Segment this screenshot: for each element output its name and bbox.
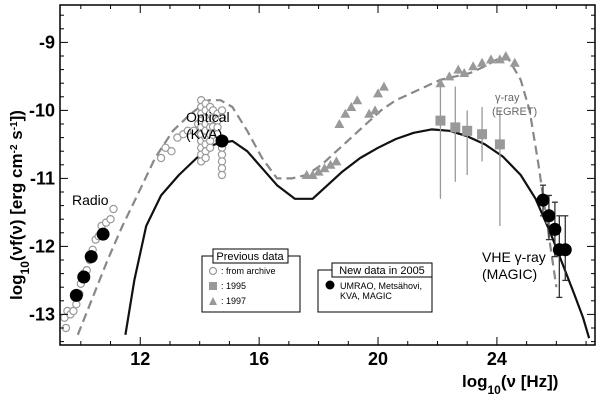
legend-new-label-line2: KVA, MAGIC bbox=[340, 291, 392, 301]
archive-point bbox=[201, 153, 210, 163]
x-tick-label: 24 bbox=[487, 349, 507, 369]
y-tick-label: -9 bbox=[39, 32, 55, 52]
point-1997 bbox=[370, 105, 381, 115]
point-1997 bbox=[485, 54, 496, 64]
archive-point bbox=[217, 163, 227, 173]
point-1997 bbox=[373, 88, 384, 98]
point-1995 bbox=[477, 129, 488, 140]
point-1997 bbox=[334, 119, 345, 128]
annotation-vhe-sub: (MAGIC) bbox=[482, 266, 537, 282]
archive-point bbox=[69, 306, 78, 316]
y-axis-label: log10(νf(ν) [erg cm-2 s-1]) bbox=[7, 110, 32, 300]
axis-ticks: 12 16 20 24 -9 -10 -11 -12 -13 bbox=[29, 5, 595, 369]
point-2005 bbox=[77, 270, 91, 284]
point-2005 bbox=[548, 222, 562, 236]
legend-previous-title: Previous data bbox=[216, 251, 284, 263]
point-1997 bbox=[444, 71, 455, 81]
point-1997 bbox=[435, 78, 446, 88]
point-1997 bbox=[459, 68, 470, 77]
legend-new-title: New data in 2005 bbox=[339, 265, 425, 277]
y-tick-label: -11 bbox=[30, 168, 55, 188]
point-1997 bbox=[468, 61, 479, 71]
data-markers bbox=[60, 51, 572, 333]
legend-previous: Previous data : from archive : 1995 : 19… bbox=[201, 248, 301, 313]
point-1997 bbox=[325, 159, 336, 169]
legend-item-1995: : 1995 bbox=[221, 281, 246, 291]
legend-new: New data in 2005 UMRAO, Metsähovi, KVA, … bbox=[317, 262, 433, 313]
archive-point bbox=[109, 204, 118, 214]
y-tick-label: -10 bbox=[29, 100, 55, 120]
y-tick-label: -12 bbox=[29, 236, 55, 256]
annotation-radio: Radio bbox=[72, 192, 109, 208]
legend-item-archive: : from archive bbox=[221, 266, 276, 276]
model-curves bbox=[76, 58, 591, 339]
archive-point bbox=[156, 153, 166, 163]
point-2005 bbox=[96, 227, 110, 241]
archive-point bbox=[106, 214, 115, 224]
archive-point bbox=[217, 157, 227, 166]
point-1997 bbox=[319, 163, 330, 173]
x-tick-label: 20 bbox=[368, 349, 388, 369]
x-axis-label: log10(ν [Hz]) bbox=[462, 372, 558, 397]
legend-new-label-line1: UMRAO, Metsähovi, bbox=[340, 281, 422, 291]
legend-new-title-box bbox=[331, 262, 433, 278]
legend-triangle-marker bbox=[209, 297, 217, 305]
point-1995 bbox=[494, 139, 505, 150]
point-2005 bbox=[69, 288, 83, 302]
legend-item-1997: : 1997 bbox=[221, 296, 246, 306]
point-1997 bbox=[364, 108, 375, 118]
archive-point bbox=[217, 170, 227, 180]
plot-border bbox=[59, 4, 596, 346]
point-2005 bbox=[542, 209, 556, 223]
legend-open-circle-marker bbox=[208, 266, 218, 276]
annotation-optical-sub: (KVA) bbox=[186, 126, 222, 142]
legend-previous-box bbox=[201, 255, 301, 313]
point-1997 bbox=[509, 57, 520, 67]
point-1995 bbox=[450, 122, 461, 133]
model-dashed-curve bbox=[76, 58, 558, 336]
x-tick-label: 16 bbox=[249, 349, 269, 369]
archive-point bbox=[205, 143, 215, 152]
point-2005 bbox=[536, 193, 550, 207]
archive-point bbox=[167, 146, 176, 156]
archive-point bbox=[217, 150, 227, 159]
archive-point bbox=[189, 126, 198, 136]
point-1997 bbox=[494, 54, 505, 64]
annotation-gamma: γ-ray bbox=[495, 92, 520, 104]
legend-previous-title-box bbox=[212, 248, 289, 264]
point-1997 bbox=[346, 102, 357, 111]
point-1997 bbox=[352, 95, 363, 105]
plot-frame bbox=[59, 4, 596, 346]
point-2005 bbox=[558, 243, 572, 257]
point-1995 bbox=[462, 125, 473, 136]
x-tick-label: 12 bbox=[130, 349, 150, 369]
archive-point bbox=[217, 112, 227, 122]
point-1997 bbox=[313, 166, 324, 176]
point-1997 bbox=[340, 108, 351, 118]
point-1997 bbox=[500, 51, 511, 60]
point-2005 bbox=[215, 134, 229, 148]
point-1997 bbox=[331, 156, 342, 166]
annotation-gamma-sub: (EGRET) bbox=[492, 106, 537, 118]
point-1997 bbox=[378, 81, 389, 91]
legend-filled-circle-marker bbox=[325, 280, 335, 290]
point-1997 bbox=[453, 64, 464, 74]
annotation-optical: Optical bbox=[186, 109, 230, 125]
point-1997 bbox=[307, 170, 318, 179]
model-solid-curve bbox=[124, 128, 591, 339]
legend-square-marker bbox=[209, 282, 217, 290]
point-2005 bbox=[84, 250, 98, 264]
point-1995 bbox=[435, 115, 446, 126]
y-tick-label: -13 bbox=[29, 304, 55, 324]
annotation-vhe: VHE γ-ray bbox=[482, 249, 546, 265]
point-1997 bbox=[477, 57, 488, 67]
